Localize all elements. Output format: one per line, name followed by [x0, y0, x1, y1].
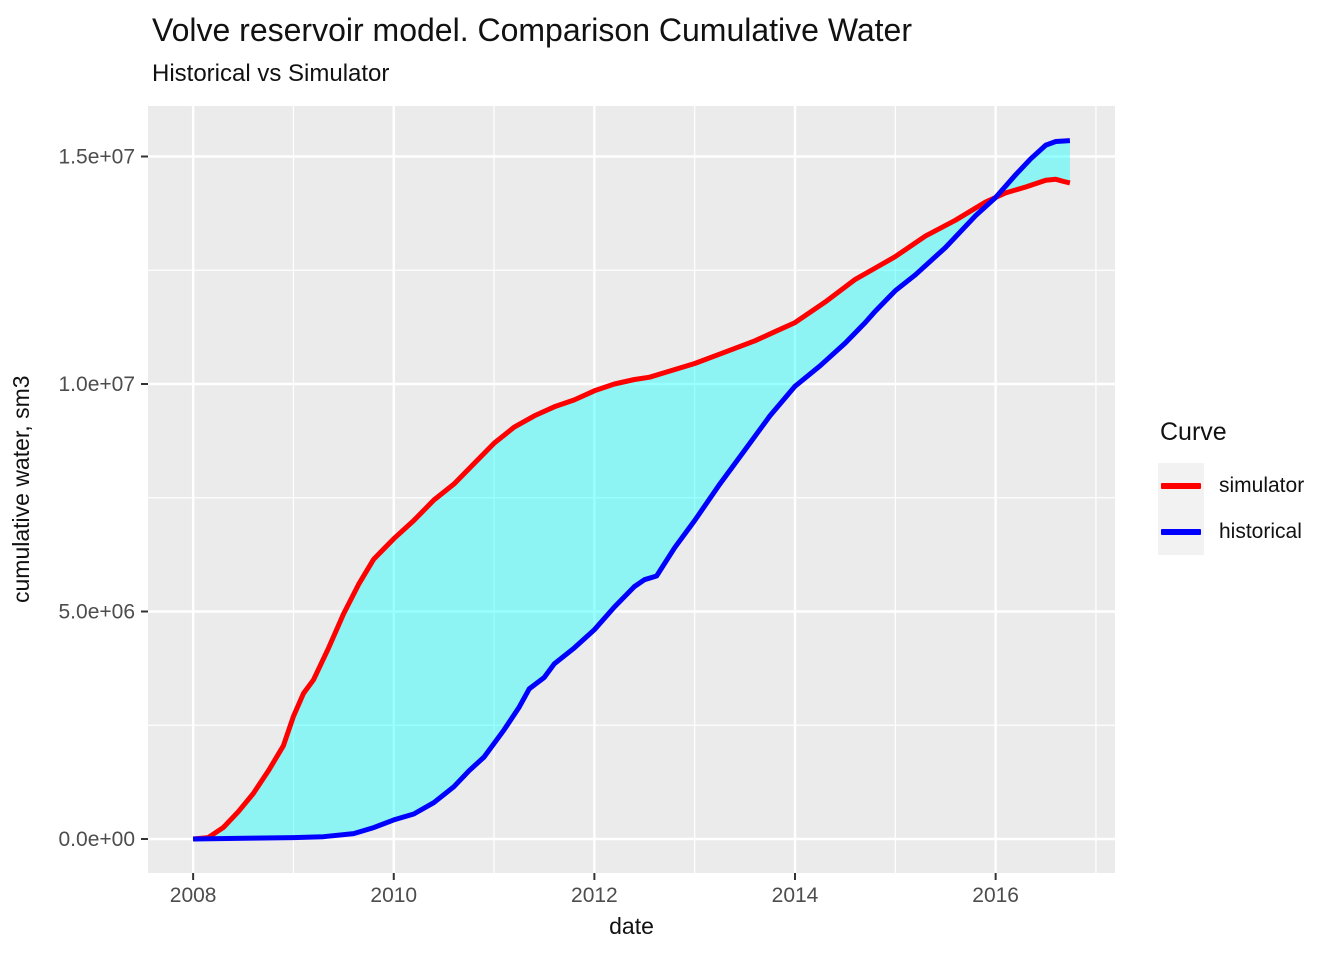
legend-key — [1158, 463, 1204, 509]
y-tick-label: 1.0e+07 — [59, 373, 136, 396]
y-tick-label: 1.5e+07 — [59, 146, 136, 169]
legend-title: Curve — [1160, 418, 1227, 446]
simulator-line — [192, 176, 1071, 842]
x-tick-label: 2014 — [772, 884, 819, 907]
panel-background — [148, 106, 1115, 873]
chart-title: Volve reservoir model. Comparison Cumula… — [152, 12, 912, 48]
x-tick-label: 2016 — [972, 884, 1019, 907]
legend-item-historical: historical — [1158, 509, 1304, 555]
x-tick-label: 2012 — [571, 884, 618, 907]
chart-subtitle: Historical vs Simulator — [152, 60, 390, 87]
ribbon-fill — [193, 140, 1070, 840]
x-axis-title: date — [609, 913, 654, 939]
legend: Curve simulator historical — [1158, 418, 1304, 555]
historical-legend-line — [1161, 529, 1201, 535]
y-axis-title: cumulative water, sm3 — [8, 375, 34, 604]
historical-line — [193, 138, 1071, 842]
legend-items: simulator historical — [1158, 463, 1304, 555]
simulator-legend-line — [1161, 483, 1201, 489]
y-tick-label: 0.0e+00 — [59, 828, 136, 851]
legend-key — [1158, 509, 1204, 555]
legend-label: simulator — [1219, 474, 1305, 497]
x-tick-label: 2008 — [170, 884, 217, 907]
x-tick-label: 2010 — [370, 884, 417, 907]
legend-label: historical — [1219, 520, 1302, 543]
y-tick-label: 5.0e+06 — [59, 601, 136, 624]
legend-item-simulator: simulator — [1158, 463, 1304, 509]
